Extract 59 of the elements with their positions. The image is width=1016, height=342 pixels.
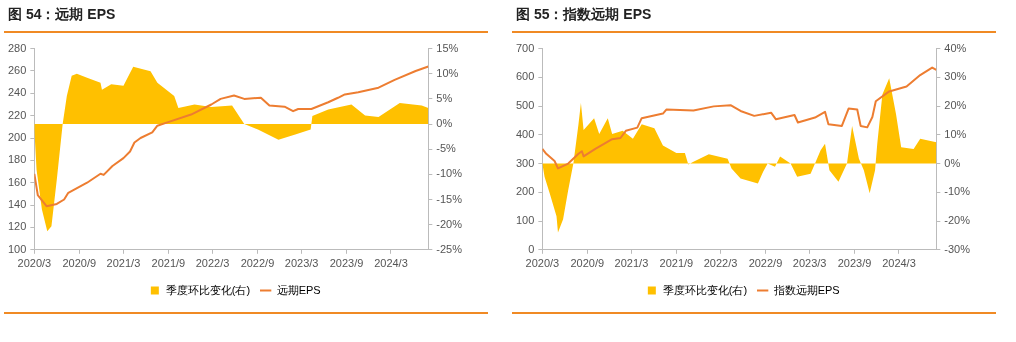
y-tick-label: 280: [7, 41, 27, 54]
y2-tick-label: 0%: [436, 117, 453, 130]
legend-label: 指数远期EPS: [772, 283, 840, 296]
y2-tick-label: -25%: [436, 242, 463, 255]
y-tick-label: 200: [7, 131, 27, 144]
x-tick-label: 2020/9: [570, 257, 605, 270]
legend-label: 季度环比变化(右): [165, 283, 251, 296]
legend-label: 季度环比变化(右): [662, 283, 748, 296]
y-tick-label: 600: [515, 70, 535, 83]
y-tick-label: 700: [515, 41, 535, 54]
y-tick-label: 0: [528, 242, 535, 255]
y2-tick-label: -30%: [944, 242, 971, 255]
y2-tick-label: 10%: [944, 127, 967, 140]
chart-title: 图 54：远期 EPS: [8, 6, 116, 24]
y2-tick-label: 15%: [436, 41, 459, 54]
y-tick-label: 220: [7, 108, 27, 121]
x-tick-label: 2021/9: [659, 257, 694, 270]
x-tick-label: 2022/3: [703, 257, 738, 270]
x-tick-label: 2020/9: [62, 257, 97, 270]
x-tick-label: 2020/3: [17, 257, 52, 270]
y-tick-label: 500: [515, 99, 535, 112]
y-tick-label: 160: [7, 175, 27, 188]
y-tick-label: 180: [7, 153, 27, 166]
y2-tick-label: 20%: [944, 99, 967, 112]
x-tick-label: 2024/3: [374, 257, 408, 270]
y-tick-label: 240: [7, 86, 27, 99]
y2-tick-label: 5%: [436, 91, 453, 104]
y-tick-label: 400: [515, 127, 535, 140]
y-tick-label: 140: [7, 198, 27, 211]
y2-tick-label: -20%: [436, 217, 463, 230]
y-tick-label: 120: [7, 220, 27, 233]
y2-tick-label: -10%: [944, 185, 971, 198]
chart-title: 图 55：指数远期 EPS: [516, 6, 652, 24]
y2-tick-label: 0%: [944, 156, 961, 169]
x-tick-label: 2023/3: [284, 257, 319, 270]
y-tick-label: 100: [7, 242, 27, 255]
y-tick-label: 200: [515, 185, 535, 198]
x-tick-label: 2023/9: [329, 257, 364, 270]
y-tick-label: 260: [7, 63, 27, 76]
y2-tick-label: -5%: [436, 142, 457, 155]
y2-tick-label: 10%: [436, 66, 459, 79]
y2-tick-label: 40%: [944, 41, 967, 54]
x-tick-label: 2020/3: [525, 257, 560, 270]
x-tick-label: 2024/3: [882, 257, 916, 270]
x-tick-label: 2023/3: [792, 257, 827, 270]
x-tick-label: 2022/3: [195, 257, 230, 270]
x-tick-label: 2021/9: [151, 257, 186, 270]
y-tick-label: 100: [515, 214, 535, 227]
y2-tick-label: -15%: [436, 192, 463, 205]
x-tick-label: 2022/9: [240, 257, 275, 270]
y2-tick-label: -10%: [436, 167, 463, 180]
y2-tick-label: -20%: [944, 214, 971, 227]
x-tick-label: 2021/3: [106, 257, 141, 270]
y-tick-label: 300: [515, 156, 535, 169]
x-tick-label: 2022/9: [748, 257, 783, 270]
legend-label: 远期EPS: [276, 283, 321, 296]
x-tick-label: 2023/9: [837, 257, 872, 270]
y2-tick-label: 30%: [944, 70, 967, 83]
x-tick-label: 2021/3: [614, 257, 649, 270]
